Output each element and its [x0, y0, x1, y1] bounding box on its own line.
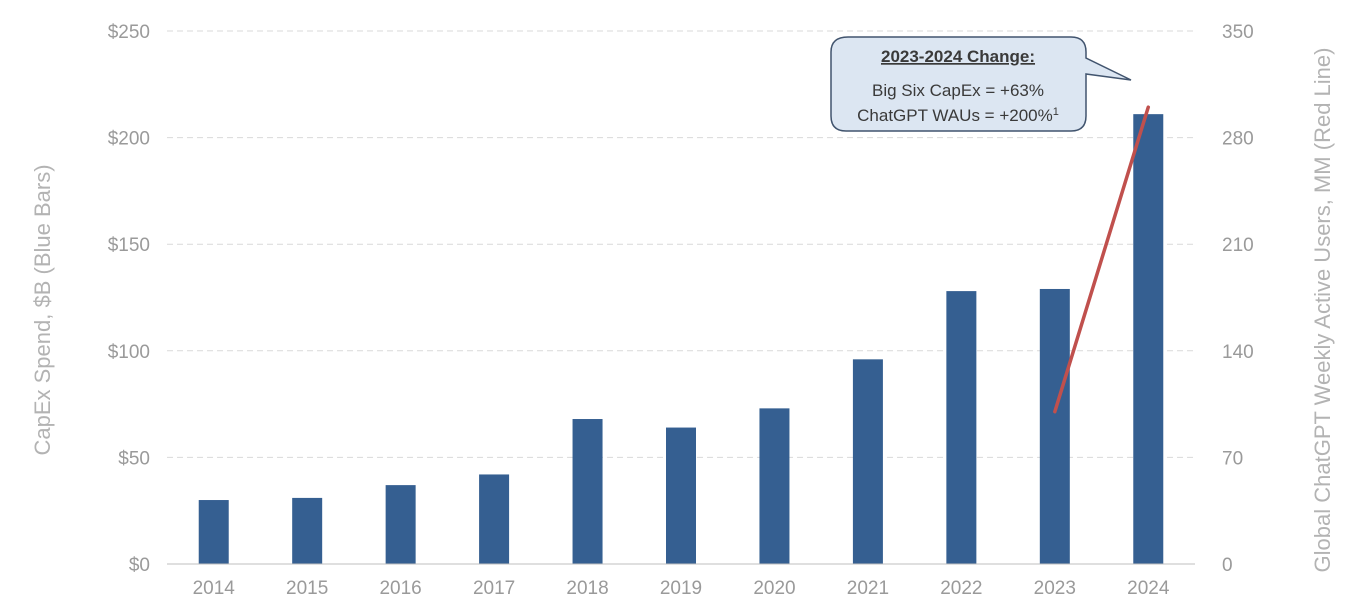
capex-bar: [1133, 114, 1164, 564]
change-callout: 2023-2024 Change: Big Six CapEx = +63% C…: [830, 36, 1132, 132]
axes: $0 0 $50 70 $100 140 $150 210 $200 280 $250 350 2014…: [108, 22, 1254, 599]
x-tick-label: 2017: [473, 578, 515, 599]
x-tick-label: 2019: [660, 578, 702, 599]
right-tick-label: 70: [1222, 448, 1243, 469]
capex-bar: [852, 359, 883, 564]
x-tick-label: 2014: [193, 578, 236, 599]
x-tick-label: 2020: [753, 578, 795, 599]
capex-bar: [385, 485, 416, 564]
capex-bar: [479, 474, 510, 564]
x-tick-label: 2024: [1127, 578, 1170, 599]
chatgpt-wau-line: [1053, 105, 1151, 414]
left-tick-label: $200: [108, 129, 150, 150]
left-tick-label: $150: [108, 235, 150, 256]
line-series: [1053, 105, 1151, 414]
capex-bar: [572, 419, 603, 564]
right-tick-label: 350: [1222, 22, 1254, 43]
callout-wau-text: ChatGPT WAUs = +200%: [857, 106, 1053, 125]
callout-capex-change: Big Six CapEx = +63%: [872, 81, 1044, 100]
x-tick-label: 2022: [940, 578, 982, 599]
capex-bar: [666, 427, 696, 564]
callout-bubble: [830, 36, 1132, 132]
right-tick-label: 140: [1222, 342, 1254, 363]
right-tick-label: 0: [1222, 555, 1233, 576]
callout-wau-change: ChatGPT WAUs = +200%1: [857, 106, 1059, 125]
capex-bar: [198, 500, 229, 564]
left-axis-title: CapEx Spend, $B (Blue Bars): [30, 164, 55, 455]
capex-bar: [1039, 288, 1070, 564]
left-tick-label: $0: [129, 555, 150, 576]
left-tick-label: $50: [118, 448, 150, 469]
capex-bar: [946, 291, 977, 564]
bar-series: [198, 114, 1164, 564]
x-tick-label: 2023: [1034, 578, 1076, 599]
x-tick-label: 2015: [286, 578, 328, 599]
left-tick-label: $250: [108, 22, 150, 43]
x-tick-label: 2021: [847, 578, 889, 599]
right-tick-label: 210: [1222, 235, 1254, 256]
footnote-marker: 1: [1053, 106, 1059, 118]
right-axis-title: Global ChatGPT Weekly Active Users, MM (…: [1310, 48, 1335, 573]
right-tick-label: 280: [1222, 129, 1254, 150]
capex-bar: [759, 408, 790, 564]
callout-title: 2023-2024 Change:: [881, 47, 1035, 66]
x-tick-label: 2018: [566, 578, 608, 599]
x-tick-label: 2016: [379, 578, 421, 599]
left-tick-label: $100: [108, 342, 150, 363]
capex-bar: [292, 497, 323, 564]
